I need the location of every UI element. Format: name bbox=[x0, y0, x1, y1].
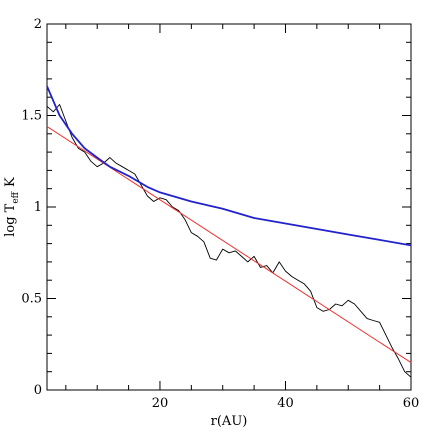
series-line-straight bbox=[46, 126, 412, 364]
y-axis-label-unit: K bbox=[3, 177, 18, 187]
x-tick-label: 60 bbox=[403, 396, 420, 411]
x-tick-label: 40 bbox=[277, 396, 294, 411]
series-line-noisy bbox=[46, 104, 412, 378]
y-tick-label: 0.5 bbox=[21, 292, 42, 307]
series-layer bbox=[46, 85, 412, 378]
y-tick-label: 0 bbox=[34, 383, 42, 398]
plot-frame bbox=[46, 23, 412, 391]
y-axis-label-main: log T bbox=[3, 203, 18, 236]
tick-labels: 20 40 60 0 0.5 1 1.5 2 bbox=[21, 17, 419, 411]
y-axis-label: log Teff K bbox=[3, 177, 21, 237]
series-line-curve bbox=[46, 85, 412, 247]
y-tick-label: 2 bbox=[34, 17, 42, 32]
x-axis-label: r(AU) bbox=[211, 414, 248, 429]
y-tick-label: 1 bbox=[34, 200, 42, 215]
y-axis-label-subscript: eff bbox=[11, 191, 21, 203]
ticks bbox=[47, 24, 411, 390]
y-tick-label: 1.5 bbox=[21, 109, 42, 124]
x-tick-label: 20 bbox=[152, 396, 169, 411]
